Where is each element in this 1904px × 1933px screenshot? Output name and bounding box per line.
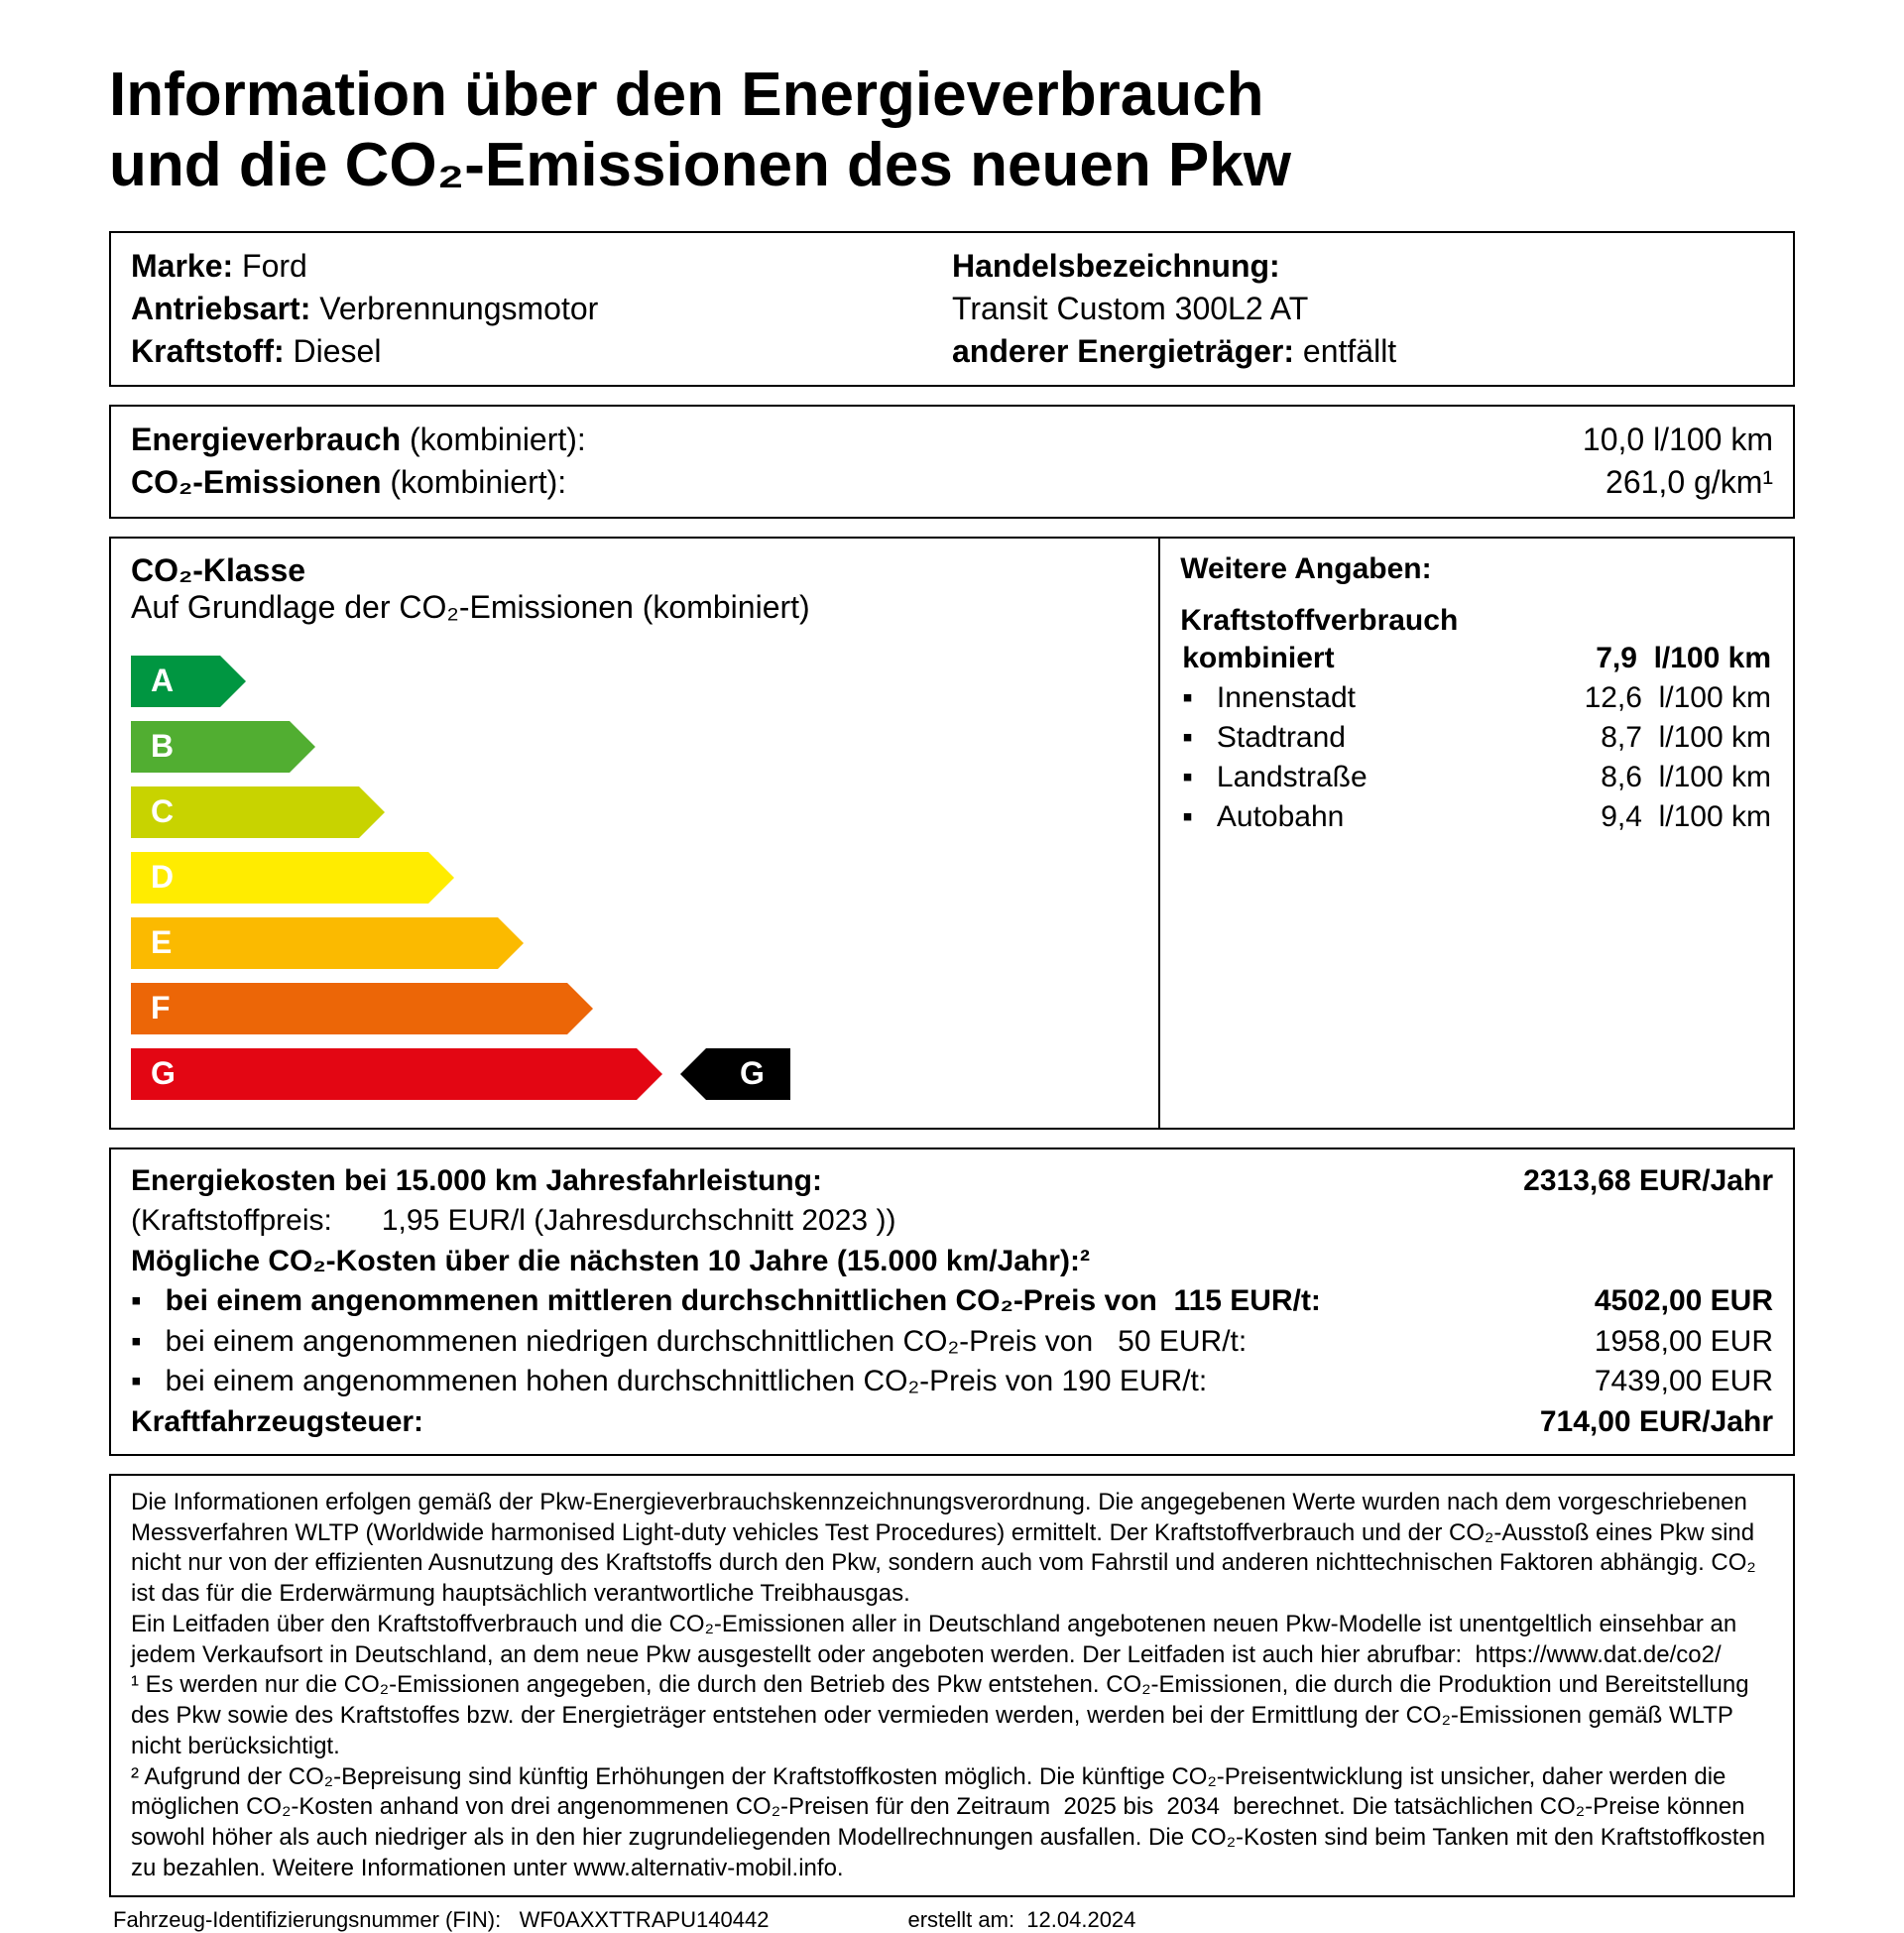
- efficiency-bar-e: E: [131, 917, 498, 969]
- fuel-row-label: kombiniert: [1182, 640, 1474, 677]
- brand-label: Marke:: [131, 248, 233, 284]
- energy-suffix: (kombiniert):: [410, 422, 586, 457]
- tax-value: 714,00 EUR/Jahr: [1540, 1402, 1773, 1443]
- vin-value: WF0AXXTTRAPU140442: [520, 1907, 770, 1932]
- energy-label: Energieverbrauch: [131, 422, 401, 457]
- co2-high-label: bei einem angenommenen hohen durchschnit…: [166, 1365, 1208, 1397]
- further-info-panel: Weitere Angaben: Kraftstoffverbrauch kom…: [1160, 539, 1793, 1128]
- efficiency-bar-label: C: [151, 793, 174, 830]
- costs-box: Energiekosten bei 15.000 km Jahresfahrle…: [109, 1148, 1795, 1457]
- efficiency-bar-label: E: [151, 924, 172, 961]
- fineprint-p2: Ein Leitfaden über den Kraftstoffverbrau…: [131, 1610, 1773, 1670]
- fuel-value: Diesel: [294, 333, 382, 369]
- fineprint-p4: ² Aufgrund der CO₂-Bepreisung sind künft…: [131, 1762, 1773, 1884]
- co2-mid-value: 4502,00 EUR: [1595, 1281, 1773, 1322]
- fuel-row-label: ▪ Stadtrand: [1182, 719, 1474, 757]
- fuel-row: ▪ Stadtrand8,7 l/100 km: [1182, 719, 1771, 757]
- co2-low-label: bei einem angenommenen niedrigen durchsc…: [166, 1325, 1248, 1358]
- co2-cost-heading: Mögliche CO₂-Kosten über die nächsten 10…: [131, 1242, 1773, 1282]
- drive-value: Verbrennungsmotor: [319, 291, 598, 326]
- fuel-row-label: ▪ Landstraße: [1182, 759, 1474, 796]
- vin-label: Fahrzeug-Identifizierungsnummer (FIN):: [113, 1907, 501, 1932]
- fuel-row: ▪ Landstraße8,6 l/100 km: [1182, 759, 1771, 796]
- trade-label: Handelsbezeichnung:: [952, 245, 1773, 288]
- efficiency-bar-label: B: [151, 728, 174, 765]
- co2-mid-label: bei einem angenommenen mittleren durchsc…: [166, 1284, 1321, 1317]
- footer: Fahrzeug-Identifizierungsnummer (FIN): W…: [109, 1907, 1795, 1933]
- fuel-row: ▪ Autobahn9,4 l/100 km: [1182, 798, 1771, 836]
- title-line-2: und die CO₂-Emissionen des neuen Pkw: [109, 131, 1291, 199]
- efficiency-bar-c: C: [131, 786, 359, 838]
- brand-value: Ford: [242, 248, 307, 284]
- co2-suffix: (kombiniert):: [390, 464, 566, 500]
- fuel-row-label: ▪ Innenstadt: [1182, 679, 1474, 717]
- date-value: 12.04.2024: [1026, 1907, 1135, 1932]
- fuel-row-value: 8,7 l/100 km: [1477, 719, 1771, 757]
- fuel-row-value: 7,9 l/100 km: [1477, 640, 1771, 677]
- co2-class-panel: CO₂-Klasse Auf Grundlage der CO₂-Emissio…: [111, 539, 1160, 1128]
- fuel-price-line: (Kraftstoffpreis: 1,95 EUR/l (Jahresdurc…: [131, 1201, 1773, 1242]
- date-label: erstellt am:: [907, 1907, 1014, 1932]
- drive-label: Antriebsart:: [131, 291, 310, 326]
- fineprint-p1: Die Informationen erfolgen gemäß der Pkw…: [131, 1488, 1773, 1610]
- co2-class-container: CO₂-Klasse Auf Grundlage der CO₂-Emissio…: [109, 537, 1795, 1130]
- efficiency-bar-f: F: [131, 983, 567, 1034]
- vehicle-info-box: Marke: Ford Antriebsart: Verbrennungsmot…: [109, 231, 1795, 388]
- efficiency-bar-label: A: [151, 663, 174, 699]
- tax-label: Kraftfahrzeugsteuer:: [131, 1402, 423, 1443]
- fuel-row: ▪ Innenstadt12,6 l/100 km: [1182, 679, 1771, 717]
- page-title: Information über den Energieverbrauch un…: [109, 60, 1795, 201]
- energy-cost-label: Energiekosten bei 15.000 km Jahresfahrle…: [131, 1161, 822, 1202]
- efficiency-bar-g: G: [131, 1048, 637, 1100]
- fuel-row-value: 9,4 l/100 km: [1477, 798, 1771, 836]
- vehicle-info-right: Handelsbezeichnung: Transit Custom 300L2…: [952, 245, 1773, 374]
- co2-class-subheading: Auf Grundlage der CO₂-Emissionen (kombin…: [131, 589, 1138, 626]
- co2-class-heading: CO₂-Klasse: [131, 552, 1138, 589]
- other-energy-value: entfällt: [1303, 333, 1396, 369]
- efficiency-bar-label: D: [151, 859, 174, 896]
- fuel-consumption-table: kombiniert7,9 l/100 km▪ Innenstadt12,6 l…: [1180, 638, 1773, 838]
- trade-value: Transit Custom 300L2 AT: [952, 288, 1773, 330]
- co2-high-value: 7439,00 EUR: [1595, 1362, 1773, 1402]
- co2-value: 261,0 g/km¹: [1606, 461, 1773, 504]
- energy-label-page: Information über den Energieverbrauch un…: [0, 0, 1904, 1904]
- further-section-label: Kraftstoffverbrauch: [1180, 604, 1773, 638]
- fuel-label: Kraftstoff:: [131, 333, 285, 369]
- co2-low-value: 1958,00 EUR: [1595, 1322, 1773, 1363]
- co2-label: CO₂-Emissionen: [131, 464, 381, 500]
- energy-value: 10,0 l/100 km: [1583, 419, 1773, 461]
- fuel-row-value: 8,6 l/100 km: [1477, 759, 1771, 796]
- other-energy-label: anderer Energieträger:: [952, 333, 1294, 369]
- efficiency-bar-label: G: [151, 1055, 176, 1092]
- efficiency-bar-a: A: [131, 656, 220, 707]
- fuel-row: kombiniert7,9 l/100 km: [1182, 640, 1771, 677]
- energy-cost-value: 2313,68 EUR/Jahr: [1523, 1161, 1773, 1202]
- efficiency-bar-b: B: [131, 721, 290, 773]
- efficiency-bar-label: F: [151, 990, 171, 1027]
- fuel-row-value: 12,6 l/100 km: [1477, 679, 1771, 717]
- fineprint-p3: ¹ Es werden nur die CO₂-Emissionen angeg…: [131, 1670, 1773, 1761]
- further-heading: Weitere Angaben:: [1180, 552, 1773, 586]
- vehicle-info-left: Marke: Ford Antriebsart: Verbrennungsmot…: [131, 245, 952, 374]
- fuel-row-label: ▪ Autobahn: [1182, 798, 1474, 836]
- fineprint-box: Die Informationen erfolgen gemäß der Pkw…: [109, 1474, 1795, 1897]
- efficiency-bar-d: D: [131, 852, 428, 904]
- efficiency-marker: G: [706, 1048, 790, 1100]
- title-line-1: Information über den Energieverbrauch: [109, 60, 1263, 129]
- efficiency-arrows: ABCDEFGG: [131, 656, 1138, 1114]
- consumption-box: Energieverbrauch (kombiniert): 10,0 l/10…: [109, 405, 1795, 518]
